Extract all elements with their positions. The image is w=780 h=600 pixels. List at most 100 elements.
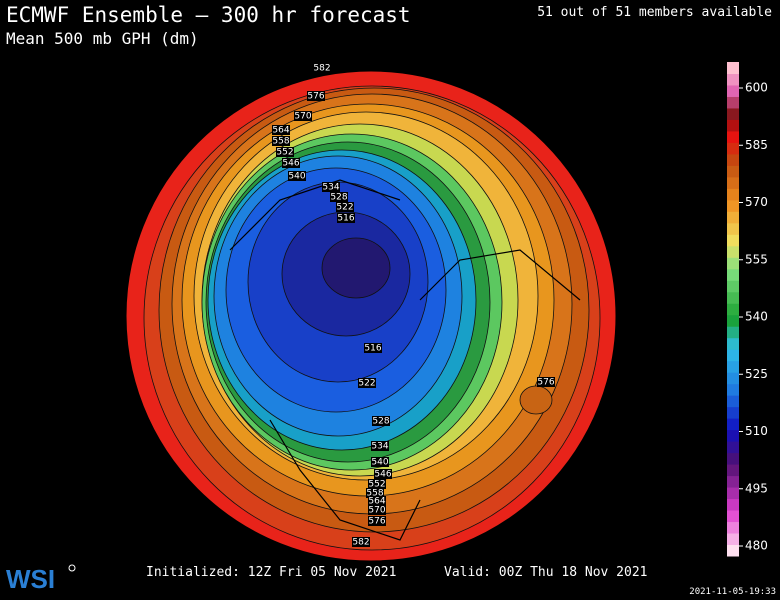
- globe-edge: [125, 70, 617, 562]
- colorbar-cell: [727, 544, 739, 557]
- contour-label: 576: [368, 517, 385, 527]
- members-note: 51 out of 51 members available: [537, 5, 772, 20]
- colorbar-cell: [727, 395, 739, 408]
- label-box: [537, 377, 555, 387]
- label-box: [322, 182, 340, 192]
- label-box: [368, 479, 386, 489]
- colorbar-label: 555: [745, 252, 768, 266]
- colorbar-cell: [727, 303, 739, 316]
- colorbar-cell: [727, 130, 739, 143]
- label-box: [313, 63, 331, 73]
- colorbar-cell: [727, 291, 739, 304]
- colorbar-cell: [727, 372, 739, 385]
- colorbar-label: 510: [745, 424, 768, 438]
- map: [126, 71, 616, 561]
- label-box: [364, 343, 382, 353]
- outline: [229, 179, 581, 541]
- colorbar-cell: [727, 234, 739, 247]
- contour-label: 546: [374, 470, 391, 480]
- label-box: [371, 457, 389, 467]
- contour-label: 558: [366, 489, 383, 499]
- timestamp: 2021-11-05-19:33: [689, 587, 776, 597]
- label-box: [307, 91, 325, 101]
- colorbar-cell: [727, 245, 739, 258]
- colorbar-label: 540: [745, 310, 768, 324]
- colorbar-label: 570: [745, 195, 768, 209]
- colorbar-cell: [727, 222, 739, 235]
- label-box: [368, 505, 386, 515]
- label-box: [288, 171, 306, 181]
- colorbar-label: 525: [745, 367, 768, 381]
- label-box: [336, 202, 354, 212]
- contour-label: 558: [272, 137, 289, 147]
- colorbar-cell: [727, 464, 739, 477]
- colorbar-label: 480: [745, 539, 768, 553]
- contour-labels: 5825765705645585525465405345285225165165…: [272, 63, 555, 548]
- contour-label: 582: [313, 64, 330, 74]
- label-box: [282, 158, 300, 168]
- label-box: [276, 147, 294, 157]
- colorbar-cell: [727, 280, 739, 293]
- initialized: Initialized: 12Z Fri 05 Nov 2021: [146, 565, 396, 580]
- label-box: [337, 213, 355, 223]
- colorbar-label: 600: [745, 81, 768, 95]
- colorbar-cell: [727, 142, 739, 155]
- colorbar-cell: [727, 498, 739, 511]
- label-box: [366, 488, 384, 498]
- title: ECMWF Ensemble — 300 hr forecast: [6, 3, 411, 27]
- colorbar-cell: [727, 314, 739, 327]
- label-box: [330, 192, 348, 202]
- subtitle: Mean 500 mb GPH (dm): [6, 29, 199, 48]
- label-box: [294, 111, 312, 121]
- contour-label: 522: [358, 379, 375, 389]
- colorbar-cell: [727, 326, 739, 339]
- label-box: [352, 537, 370, 547]
- colorbar-cell: [727, 429, 739, 442]
- label-box: [368, 516, 386, 526]
- colorbar-cell: [727, 84, 739, 97]
- contour-label: 528: [372, 417, 389, 427]
- valid-time: Valid: 00Z Thu 18 Nov 2021: [444, 565, 648, 580]
- colorbar-cell: [727, 199, 739, 212]
- contour-label: 564: [368, 497, 385, 507]
- colorbar-cell: [727, 337, 739, 350]
- colorbar-cell: [727, 73, 739, 86]
- contour-label: 540: [288, 172, 305, 182]
- contour-label: 534: [371, 442, 388, 452]
- contour-label: 540: [371, 458, 388, 468]
- contour-label: 516: [337, 214, 354, 224]
- contour-label: 534: [322, 183, 339, 193]
- logo-mark: [68, 564, 76, 572]
- colorbar-cell: [727, 487, 739, 500]
- contour-label: 522: [336, 203, 353, 213]
- colorbar-cell: [727, 360, 739, 373]
- contour-label: 570: [294, 112, 311, 122]
- contour-label: 552: [276, 148, 293, 158]
- low-cell: [126, 202, 134, 258]
- label-box: [371, 441, 389, 451]
- colorbar-cell: [727, 533, 739, 546]
- colorbar-cell: [727, 475, 739, 488]
- label-box: [368, 496, 386, 506]
- colorbar-cell: [727, 62, 739, 74]
- colorbar-cell: [727, 349, 739, 362]
- label-box: [374, 469, 392, 479]
- colorbar-cell: [727, 268, 739, 281]
- colorbar-cell: [727, 441, 739, 454]
- logo: WSI: [6, 564, 55, 594]
- colorbar-cell: [727, 257, 739, 270]
- contour-label: 516: [364, 344, 381, 354]
- contour-label: 576: [537, 378, 554, 388]
- colorbar-cell: [727, 383, 739, 396]
- label-box: [358, 378, 376, 388]
- colorbar-cell: [727, 510, 739, 523]
- contour-label: 576: [307, 92, 324, 102]
- high-cell: [519, 385, 553, 415]
- contour-label: 564: [272, 126, 289, 136]
- colorbar-cell: [727, 418, 739, 431]
- colorbar-label: 495: [745, 481, 768, 495]
- contour-label: 528: [330, 193, 347, 203]
- colorbar-cell: [727, 406, 739, 419]
- colorbar-cell: [727, 188, 739, 201]
